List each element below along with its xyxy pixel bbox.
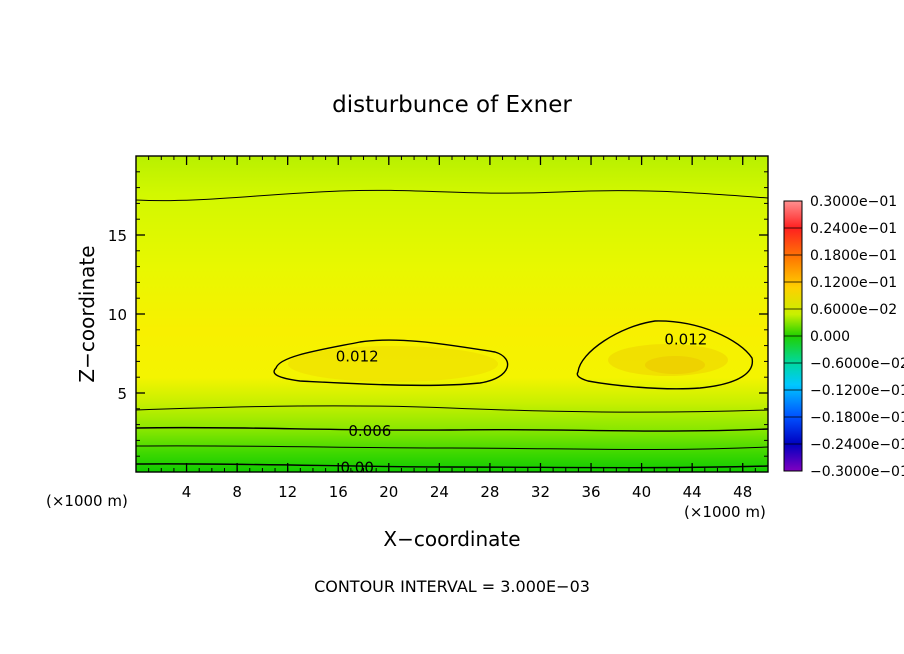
- x-tick-label: 36: [581, 483, 600, 501]
- y-tick-label: 10: [108, 306, 127, 324]
- x-tick-label: 32: [531, 483, 550, 501]
- plot-area: [136, 156, 768, 472]
- x-tick-label: 44: [683, 483, 702, 501]
- x-tick-label: 40: [632, 483, 651, 501]
- field-background: [136, 156, 768, 472]
- colorbar-label: −0.1200e−01: [810, 383, 904, 399]
- x-unit-right: (×1000 m): [684, 503, 766, 521]
- contour-line: [136, 463, 768, 469]
- contour-interval-note: CONTOUR INTERVAL = 3.000E−03: [314, 577, 590, 596]
- colorbar-label: −0.3000e−01: [810, 464, 904, 480]
- y-tick-label: 15: [108, 227, 127, 245]
- contour-0012-right: [576, 320, 754, 390]
- x-tick-label: 16: [329, 483, 348, 501]
- contour-label: 0.00: [340, 458, 373, 476]
- colorbar-label: 0.6000e−02: [810, 302, 897, 318]
- y-axis-ticks: 5 10 15: [108, 227, 768, 403]
- colorbar-label: −0.2400e−01: [810, 437, 904, 453]
- core-left: [288, 346, 498, 382]
- x-tick-label: 12: [278, 483, 297, 501]
- colorbar-label: 0.2400e−01: [810, 221, 897, 237]
- contour-label: 0.012: [664, 330, 707, 348]
- colorbar-label: −0.1800e−01: [810, 410, 904, 426]
- colorbar-label: 0.1200e−01: [810, 275, 897, 291]
- contour-line: [136, 445, 768, 451]
- contour-labels: 0.012 0.012 0.006 0.00: [336, 330, 708, 476]
- colorbar-label: 0.000: [810, 329, 850, 345]
- y-axis-label: Z−coordinate: [75, 245, 99, 382]
- chart-title: disturbunce of Exner: [332, 92, 572, 118]
- contour-line: [136, 405, 768, 413]
- contour-line: [136, 426, 768, 432]
- x-tick-label: 48: [733, 483, 752, 501]
- x-axis-label: X−coordinate: [383, 527, 520, 551]
- core-right-inner: [645, 356, 705, 374]
- y-tick-label: 5: [117, 385, 127, 403]
- x-tick-label: 4: [182, 483, 192, 501]
- colorbar-label: 0.1800e−01: [810, 248, 897, 264]
- x-tick-label: 8: [232, 483, 242, 501]
- colorbar-labels: 0.3000e−01 0.2400e−01 0.1800e−01 0.1200e−01…: [784, 194, 904, 480]
- x-axis-ticks: 4 8 12 16 20 24 28 32 36 40 44 48: [182, 156, 752, 501]
- contour-label: 0.012: [336, 348, 379, 366]
- contour-line: [136, 189, 768, 202]
- colorbar: 0.3000e−01 0.2400e−01 0.1800e−01 0.1200e−01…: [783, 194, 904, 480]
- contour-0012-left: [273, 339, 509, 387]
- x-tick-label: 28: [480, 483, 499, 501]
- x-tick-label: 20: [379, 483, 398, 501]
- contour-label: 0.006: [348, 422, 391, 440]
- colorbar-label: −0.6000e−02: [810, 356, 904, 372]
- x-tick-label: 24: [430, 483, 449, 501]
- colorbar-label: 0.3000e−01: [810, 194, 897, 210]
- x-unit-left: (×1000 m): [46, 492, 128, 510]
